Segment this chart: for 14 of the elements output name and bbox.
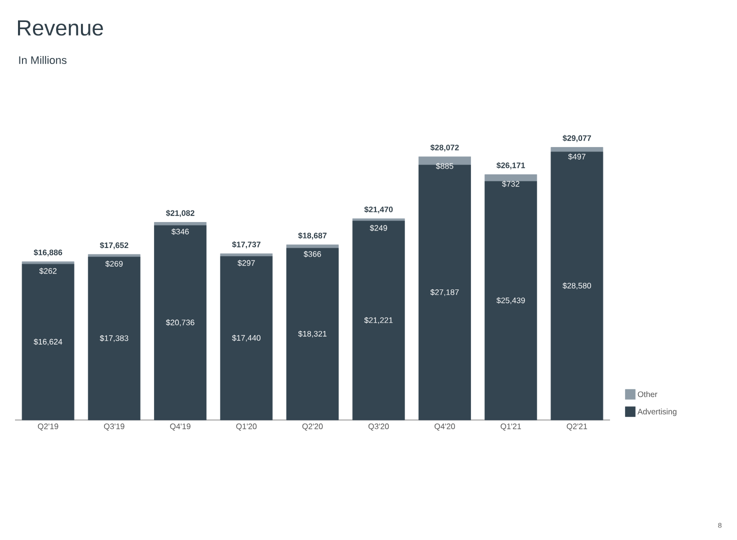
bar xyxy=(484,174,538,182)
bar xyxy=(550,147,604,152)
bar xyxy=(22,264,74,420)
bar xyxy=(484,181,538,420)
bar xyxy=(352,220,405,420)
bar xyxy=(418,164,471,420)
bar xyxy=(220,256,273,420)
chart-title: Revenue xyxy=(18,20,103,36)
bar xyxy=(154,225,206,420)
chart-subtitle: In Millions xyxy=(19,56,66,64)
bar xyxy=(286,244,339,248)
bar xyxy=(550,152,604,420)
bar xyxy=(88,256,140,420)
bar xyxy=(286,248,339,420)
